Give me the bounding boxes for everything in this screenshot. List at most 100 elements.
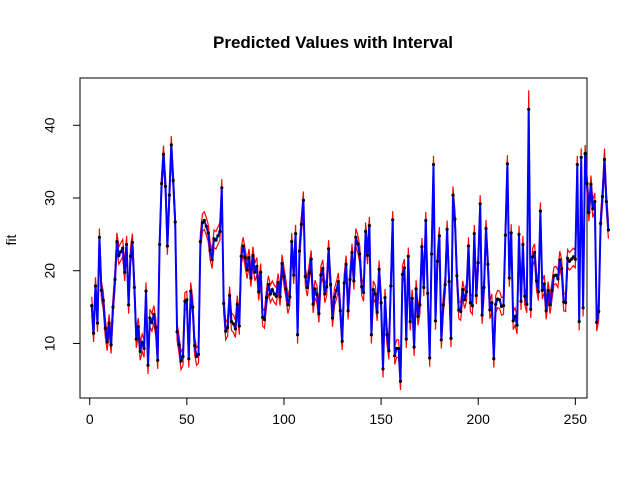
- fit-point: [472, 232, 476, 236]
- fit-point: [123, 270, 127, 274]
- fit-point: [191, 305, 195, 309]
- fit-point: [152, 312, 156, 316]
- fit-point: [321, 266, 325, 271]
- fit-point: [161, 152, 166, 156]
- fit-point: [544, 309, 548, 313]
- fit-point: [505, 162, 509, 166]
- fit-point: [297, 249, 302, 253]
- fit-point: [519, 299, 523, 303]
- fit-point: [511, 319, 515, 323]
- fit-point: [311, 302, 315, 306]
- fit-point: [255, 264, 259, 268]
- fit-point: [257, 290, 261, 294]
- fit-point: [533, 250, 537, 255]
- fit-point: [243, 256, 247, 260]
- fit-point: [369, 333, 373, 337]
- fit-point: [579, 155, 583, 159]
- fit-point: [346, 309, 350, 313]
- fit-point: [383, 296, 387, 300]
- fit-point: [453, 217, 457, 221]
- fit-point: [525, 302, 529, 306]
- fit-point: [468, 301, 472, 305]
- fit-point: [474, 293, 478, 298]
- fit-point: [270, 288, 274, 292]
- fit-point: [385, 333, 389, 337]
- fit-point: [459, 309, 463, 314]
- fit-point: [558, 258, 562, 262]
- fit-point: [195, 354, 199, 359]
- fit-point: [303, 274, 307, 279]
- fit-point: [606, 228, 611, 232]
- fit-point: [490, 301, 494, 305]
- x-tick-label: 150: [369, 411, 393, 427]
- fit-point: [488, 308, 492, 312]
- fit-point: [160, 181, 164, 186]
- fit-point: [218, 229, 222, 234]
- fit-point: [319, 273, 323, 277]
- fit-point: [451, 193, 455, 197]
- fit-point: [334, 288, 338, 292]
- fit-point: [290, 240, 294, 244]
- fit-point: [564, 301, 568, 305]
- fit-point: [95, 321, 100, 325]
- fit-point: [367, 224, 371, 228]
- fit-point: [470, 304, 474, 308]
- fit-point: [492, 357, 496, 361]
- y-tick-label: 20: [42, 263, 58, 279]
- fit-point: [348, 277, 352, 282]
- fit-point: [461, 288, 465, 292]
- y-tick-label: 10: [42, 335, 58, 351]
- fit-point: [132, 285, 136, 290]
- fit-point: [408, 320, 412, 324]
- fit-point: [387, 349, 391, 353]
- fit-point: [604, 200, 609, 204]
- fit-point: [150, 320, 154, 324]
- fit-point: [272, 292, 276, 296]
- x-tick-label: 50: [179, 411, 195, 427]
- fit-point: [93, 284, 98, 288]
- fit-point: [433, 319, 438, 323]
- fit-point: [344, 262, 348, 266]
- fit-point: [97, 235, 101, 239]
- fit-point: [121, 246, 125, 250]
- fit-point: [546, 288, 550, 292]
- fit-point: [575, 162, 579, 167]
- fit-point: [550, 288, 554, 292]
- fit-point: [431, 162, 436, 167]
- fit-point: [185, 298, 189, 302]
- fit-point: [202, 218, 206, 223]
- fit-point: [439, 338, 443, 342]
- chart-title: Predicted Values with Interval: [213, 33, 453, 52]
- fit-point: [173, 220, 177, 224]
- fit-point: [566, 256, 570, 260]
- fit-point: [412, 345, 416, 349]
- fit-point: [210, 258, 214, 262]
- fit-point: [171, 178, 175, 183]
- fit-point: [103, 326, 107, 330]
- fit-point: [189, 289, 193, 293]
- fit-point: [239, 254, 243, 258]
- fit-point: [136, 325, 140, 329]
- fit-point: [441, 303, 445, 307]
- fit-point: [181, 354, 185, 359]
- fit-point: [358, 252, 362, 256]
- fit-point: [245, 268, 249, 272]
- fit-point: [146, 363, 150, 367]
- fit-point: [313, 287, 317, 291]
- fit-point: [465, 290, 469, 294]
- fit-point: [569, 257, 574, 261]
- fit-point: [554, 273, 558, 277]
- fit-point: [158, 242, 162, 247]
- fit-point: [406, 254, 410, 258]
- fit-point: [233, 327, 237, 331]
- fit-point: [515, 323, 519, 327]
- fit-point: [92, 331, 96, 335]
- fit-point: [540, 288, 544, 292]
- fit-point: [276, 280, 280, 284]
- fit-point: [430, 252, 434, 256]
- fit-point: [523, 294, 527, 298]
- fit-point: [294, 232, 298, 236]
- fit-point: [521, 242, 525, 247]
- fit-point: [216, 234, 220, 238]
- fit-point: [241, 244, 245, 248]
